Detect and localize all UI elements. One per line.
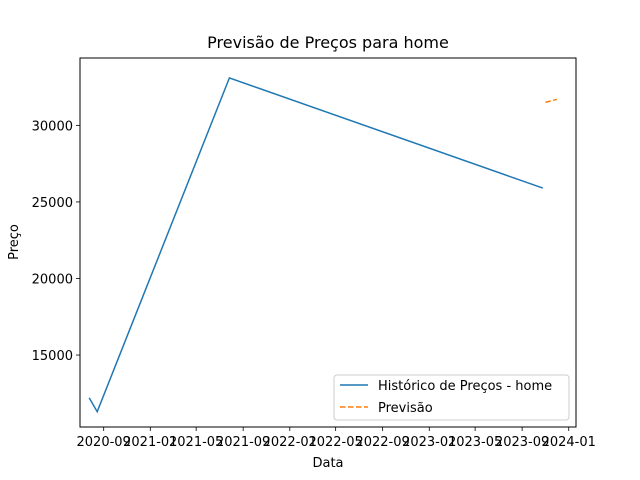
y-tick-label: 25000 <box>32 196 73 211</box>
legend-label-previsao: Previsão <box>378 401 433 416</box>
x-tick-label: 2022-01 <box>263 435 317 450</box>
legend: Histórico de Preços - home Previsão <box>333 374 570 421</box>
x-axis-ticks: 2020-092021-012021-052021-092022-012022-… <box>77 427 596 450</box>
legend-label-historico: Histórico de Preços - home <box>378 379 552 394</box>
x-tick-label: 2021-01 <box>123 435 177 450</box>
y-tick-label: 15000 <box>32 349 73 364</box>
y-axis-ticks: 15000 20000 25000 30000 <box>32 119 80 364</box>
x-axis-label: Data <box>312 456 343 471</box>
x-tick-label: 2023-09 <box>495 435 549 450</box>
y-axis-label: Preço <box>7 224 22 260</box>
x-tick-label: 2020-09 <box>77 435 131 450</box>
plot-area <box>80 58 576 427</box>
x-tick-label: 2021-05 <box>169 435 223 450</box>
plot-frame <box>79 57 577 428</box>
x-tick-label: 2022-05 <box>308 435 362 450</box>
legend-box <box>333 374 570 421</box>
series-layer <box>88 76 558 414</box>
series-line-0 <box>88 76 544 414</box>
x-tick-label: 2023-05 <box>448 435 502 450</box>
y-tick-label: 20000 <box>32 272 73 287</box>
x-tick-label: 2022-09 <box>355 435 409 450</box>
x-tick-label: 2023-01 <box>402 435 456 450</box>
x-tick-label: 2021-09 <box>216 435 270 450</box>
chart-title: Previsão de Preços para home <box>207 33 449 52</box>
y-tick-label: 30000 <box>32 119 73 134</box>
x-tick-label: 2024-01 <box>542 435 596 450</box>
series-line-1 <box>545 98 558 104</box>
